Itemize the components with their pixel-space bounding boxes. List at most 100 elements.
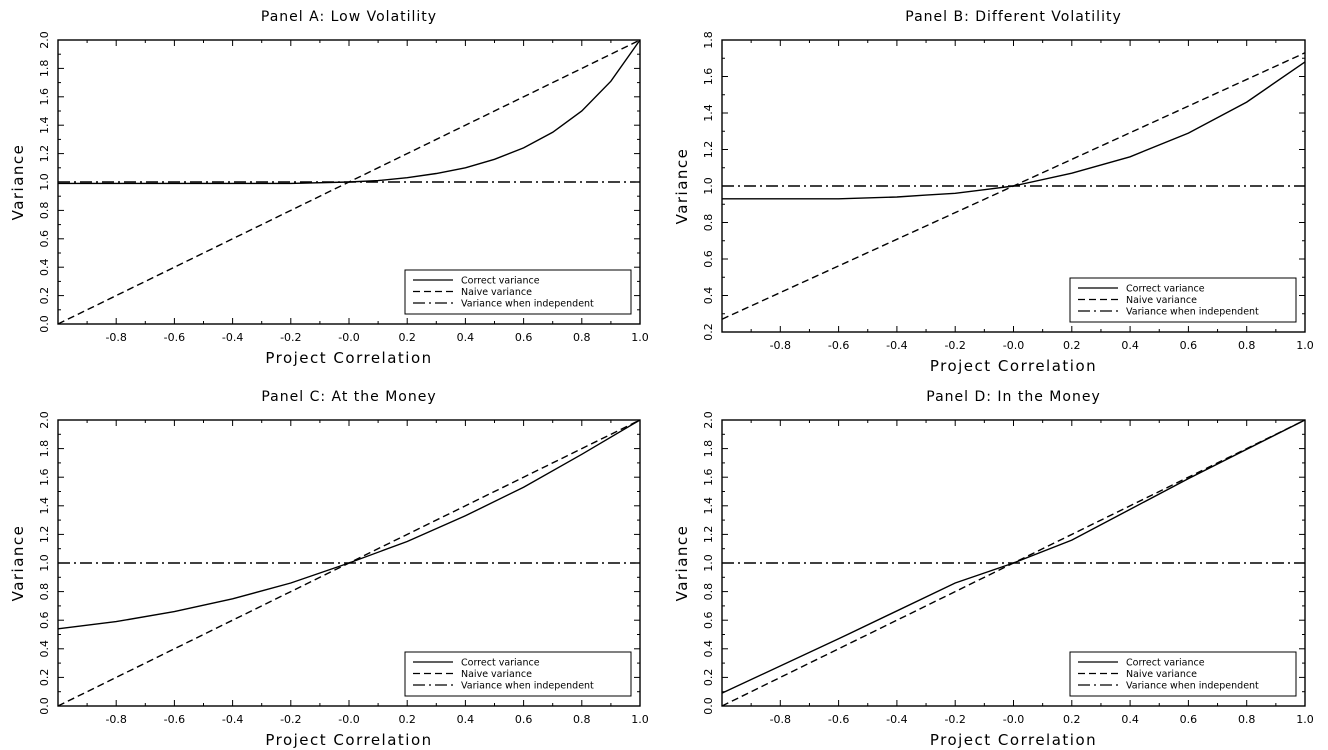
- x-tick-label: -0.6: [828, 713, 849, 726]
- x-tick-label: -0.4: [222, 713, 243, 726]
- x-tick-label: -0.0: [1003, 713, 1024, 726]
- legend-box: [404, 269, 632, 315]
- y-tick-label: 0.4: [702, 640, 715, 658]
- y-tick-label: 0.2: [702, 323, 715, 341]
- x-tick-label: -0.2: [944, 339, 965, 352]
- y-tick-label: 1.0: [702, 554, 715, 572]
- x-tick-label: -0.8: [105, 331, 126, 344]
- x-tick-label: 0.4: [457, 331, 475, 344]
- x-tick-label: 0.8: [1238, 339, 1256, 352]
- y-tick-label: 1.6: [38, 88, 51, 106]
- x-axis-label: Project Correlation: [930, 731, 1097, 749]
- y-tick-label: 1.4: [702, 497, 715, 515]
- x-tick-label: 0.6: [1180, 713, 1198, 726]
- y-tick-label: 1.8: [702, 31, 715, 49]
- chart-title: Panel A: Low Volatility: [261, 9, 437, 25]
- chart-title: Panel C: At the Money: [261, 389, 436, 405]
- y-axis-label: Variance: [673, 525, 691, 602]
- x-tick-label: -0.4: [886, 339, 907, 352]
- y-axis-label: Variance: [9, 144, 27, 221]
- x-tick-label: -0.0: [338, 713, 359, 726]
- y-tick-label: 2.0: [702, 411, 715, 429]
- y-tick-label: 1.8: [702, 440, 715, 458]
- legend-label: Variance when independent: [461, 681, 594, 692]
- chart-panel-3: Panel D: In the Money -0.8 -0.6 -0.4 -0.2 -0.…: [673, 389, 1314, 749]
- x-tick-label: -0.6: [828, 339, 849, 352]
- x-tick-label: 0.8: [573, 331, 591, 344]
- y-tick-label: 0.6: [702, 611, 715, 629]
- y-axis-label: Variance: [673, 148, 691, 225]
- y-tick-label: 1.6: [38, 468, 51, 486]
- y-tick-label: 1.6: [702, 468, 715, 486]
- y-tick-label: 1.2: [38, 145, 51, 163]
- y-tick-label: 0.6: [38, 611, 51, 629]
- x-tick-label: 0.6: [515, 331, 533, 344]
- x-tick-label: -0.2: [280, 713, 301, 726]
- x-tick-label: -0.6: [164, 331, 185, 344]
- x-tick-label: 0.8: [1238, 713, 1256, 726]
- legend-label: Naive variance: [1126, 669, 1197, 680]
- chart-panel-2: Panel C: At the Money -0.8 -0.6 -0.4 -0.2 -0.…: [9, 389, 649, 749]
- y-tick-label: 0.6: [38, 230, 51, 248]
- y-tick-label: 1.0: [38, 173, 51, 191]
- y-tick-label: 2.0: [38, 31, 51, 49]
- y-tick-label: 0.8: [38, 583, 51, 601]
- x-tick-label: -0.0: [1003, 339, 1024, 352]
- x-tick-label: 0.6: [1180, 339, 1198, 352]
- x-axis-label: Project Correlation: [265, 731, 432, 749]
- y-tick-label: 0.2: [38, 287, 51, 305]
- chart-panel-1: Panel B: Different Volatility -0.8 -0.6 -0.…: [673, 9, 1314, 375]
- x-tick-label: 0.2: [398, 713, 416, 726]
- x-tick-label: 1.0: [631, 331, 649, 344]
- y-axis-label: Variance: [9, 525, 27, 602]
- series-line-solid: [58, 39, 641, 185]
- y-tick-label: 1.8: [38, 440, 51, 458]
- x-tick-label: -0.2: [280, 331, 301, 344]
- x-tick-label: -0.8: [770, 339, 791, 352]
- legend-label: Naive variance: [461, 669, 532, 680]
- y-tick-label: 0.6: [702, 250, 715, 268]
- y-tick-label: 1.2: [38, 526, 51, 544]
- y-tick-label: 1.6: [702, 68, 715, 86]
- legend-label: Correct variance: [1126, 284, 1205, 295]
- x-tick-label: -0.6: [164, 713, 185, 726]
- chart-title: Panel D: In the Money: [926, 389, 1100, 405]
- y-tick-label: 0.0: [38, 697, 51, 715]
- y-tick-label: 0.8: [702, 583, 715, 601]
- legend-box: [404, 651, 632, 697]
- x-tick-label: 1.0: [631, 713, 649, 726]
- x-tick-label: 0.8: [573, 713, 591, 726]
- x-tick-label: 1.0: [1296, 339, 1314, 352]
- x-tick-label: -0.8: [105, 713, 126, 726]
- legend-label: Naive variance: [1126, 295, 1197, 306]
- y-tick-label: 0.0: [702, 697, 715, 715]
- x-tick-label: -0.8: [770, 713, 791, 726]
- x-tick-label: 0.4: [1121, 339, 1139, 352]
- x-tick-label: 1.0: [1296, 713, 1314, 726]
- legend-label: Variance when independent: [461, 299, 594, 310]
- y-tick-label: 1.8: [38, 60, 51, 78]
- legend-label: Naive variance: [461, 287, 532, 298]
- y-tick-label: 1.4: [702, 104, 715, 122]
- y-tick-label: 1.4: [38, 497, 51, 515]
- x-tick-label: 0.2: [1063, 713, 1081, 726]
- y-tick-label: 0.0: [38, 315, 51, 333]
- x-tick-label: -0.0: [338, 331, 359, 344]
- y-tick-label: 0.2: [38, 669, 51, 687]
- y-tick-label: 0.8: [38, 202, 51, 220]
- series-line-solid: [57, 419, 641, 630]
- x-tick-label: -0.4: [222, 331, 243, 344]
- y-tick-label: 0.2: [702, 669, 715, 687]
- y-tick-label: 1.2: [702, 141, 715, 159]
- y-tick-label: 0.8: [702, 214, 715, 232]
- legend-box: [1069, 651, 1297, 697]
- y-tick-label: 0.4: [702, 287, 715, 305]
- y-tick-label: 1.2: [702, 526, 715, 544]
- x-tick-label: 0.6: [515, 713, 533, 726]
- y-tick-label: 0.4: [38, 258, 51, 276]
- x-tick-label: 0.2: [398, 331, 416, 344]
- chart-panel-0: Panel A: Low Volatility -0.8 -0.6 -0.4 -0.2 -…: [9, 9, 649, 367]
- y-tick-label: 1.0: [702, 177, 715, 195]
- x-tick-label: -0.4: [886, 713, 907, 726]
- legend-label: Correct variance: [461, 658, 540, 669]
